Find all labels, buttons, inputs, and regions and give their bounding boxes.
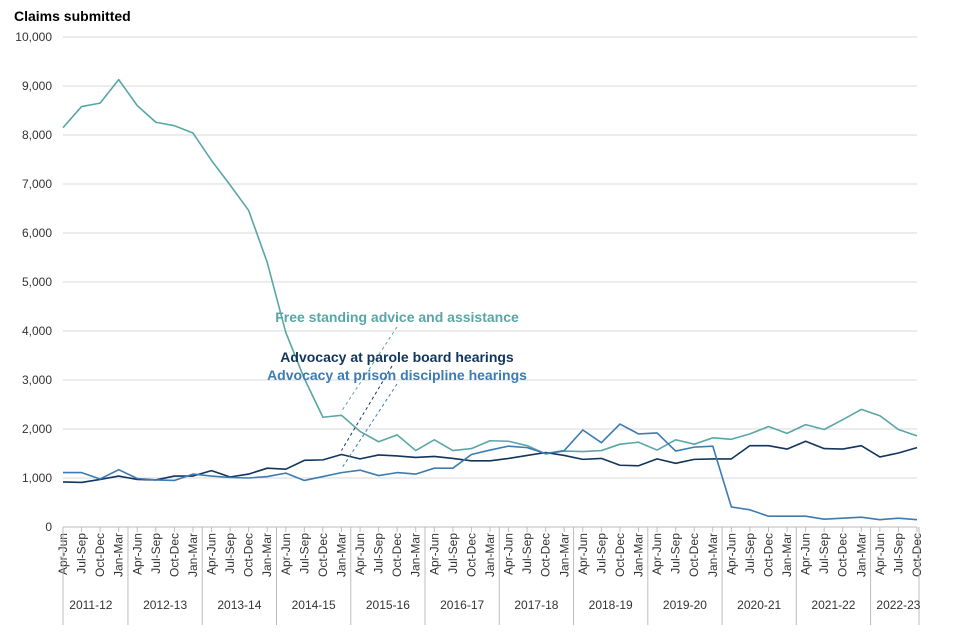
y-tick-label: 6,000 [22, 226, 52, 240]
y-tick-label: 7,000 [22, 177, 52, 191]
y-tick-label: 5,000 [22, 275, 52, 289]
x-tick-label: Jan-Mar [483, 533, 497, 577]
series-line-3 [63, 423, 918, 521]
x-tick-label: Jul-Sep [149, 533, 163, 574]
x-tick-label: Oct-Dec [316, 533, 330, 577]
x-tick-label: Jul-Sep [75, 533, 89, 574]
financial-year-label: 2013-14 [217, 598, 261, 612]
x-tick-label: Apr-Jun [205, 533, 219, 575]
x-tick-label: Jul-Sep [743, 533, 757, 574]
x-tick-label: Apr-Jun [353, 533, 367, 575]
label-leader-lines [341, 326, 398, 469]
x-tick-label: Oct-Dec [613, 533, 627, 577]
series-line-2 [62, 440, 918, 484]
financial-year-label: 2014-15 [292, 598, 336, 612]
x-tick-label: Oct-Dec [93, 533, 107, 577]
x-tick-label: Oct-Dec [687, 533, 701, 577]
series-label-prison-discipline: Advocacy at prison discipline hearings [267, 367, 527, 383]
x-tick-label: Jan-Mar [854, 533, 868, 577]
x-tick-label: Jan-Mar [186, 533, 200, 577]
x-tick-label: Apr-Jun [427, 533, 441, 575]
x-tick-label: Jan-Mar [632, 533, 646, 577]
x-tick-label: Apr-Jun [799, 533, 813, 575]
financial-year-label: 2020-21 [737, 598, 781, 612]
x-tick-label: Apr-Jun [724, 533, 738, 575]
series-label-parole-board: Advocacy at parole board hearings [280, 349, 514, 365]
y-tick-label: 8,000 [22, 128, 52, 142]
financial-year-label: 2011-12 [69, 598, 112, 612]
x-tick-label: Oct-Dec [242, 533, 256, 577]
x-tick-label: Jul-Sep [297, 533, 311, 574]
financial-year-label: 2015-16 [366, 598, 410, 612]
x-tick-label: Apr-Jun [279, 533, 293, 575]
x-tick-label: Apr-Jun [650, 533, 664, 575]
x-tick-label: Oct-Dec [836, 533, 850, 577]
leader-line-1 [341, 326, 398, 412]
leader-line-3 [341, 383, 398, 469]
x-tick-label: Jan-Mar [260, 533, 274, 577]
x-tick-label: Jul-Sep [817, 533, 831, 574]
x-tick-label: Oct-Dec [464, 533, 478, 577]
x-tick-label: Jan-Mar [780, 533, 794, 577]
financial-year-label: 2018-19 [589, 598, 633, 612]
y-tick-label: 3,000 [22, 373, 52, 387]
series-label-free-standing-advice: Free standing advice and assistance [275, 309, 519, 325]
x-tick-label: Apr-Jun [576, 533, 590, 575]
x-tick-label: Oct-Dec [761, 533, 775, 577]
leader-line-2 [341, 365, 393, 451]
series-line-1 [62, 78, 918, 455]
x-axis: Apr-Jun Jul-Sep Oct-Dec Jan-Mar Apr-Jun Jul-S… [56, 527, 924, 625]
y-tick-label: 1,000 [22, 471, 52, 485]
financial-year-label: 2021-22 [811, 598, 855, 612]
x-tick-label: Apr-Jun [502, 533, 516, 575]
x-tick-label: Jul-Sep [223, 533, 237, 574]
y-axis-label: Claims submitted [14, 8, 131, 24]
financial-year-label: 2019-20 [663, 598, 707, 612]
financial-year-label: 2022-23 [876, 598, 920, 612]
x-tick-label: Jan-Mar [112, 533, 126, 577]
x-tick-label: Jan-Mar [334, 533, 348, 577]
y-tick-label: 10,000 [15, 30, 52, 44]
x-tick-label: Jul-Sep [520, 533, 534, 574]
x-tick-label: Oct-Dec [390, 533, 404, 577]
x-tick-label: Oct-Dec [539, 533, 553, 577]
y-axis-ticks: 0 1,000 2,000 3,000 4,000 5,000 6,000 7,000 8,00… [15, 30, 52, 534]
y-tick-label: 4,000 [22, 324, 52, 338]
financial-year-label: 2016-17 [440, 598, 484, 612]
x-tick-label: Jul-Sep [594, 533, 608, 574]
x-tick-label: Apr-Jun [873, 533, 887, 575]
x-tick-label: Jan-Mar [409, 533, 423, 577]
y-tick-label: 2,000 [22, 422, 52, 436]
financial-year-label: 2012-13 [143, 598, 187, 612]
x-tick-label: Jul-Sep [372, 533, 386, 574]
x-tick-label: Jul-Sep [669, 533, 683, 574]
x-tick-label: Jul-Sep [891, 533, 905, 574]
gridlines [63, 36, 917, 528]
x-tick-label: Jul-Sep [446, 533, 460, 574]
y-tick-label: 0 [45, 520, 52, 534]
x-tick-label: Apr-Jun [130, 533, 144, 575]
y-tick-label: 9,000 [22, 79, 52, 93]
financial-year-label: 2017-18 [514, 598, 558, 612]
series-lines [62, 78, 918, 521]
x-tick-label: Oct-Dec [167, 533, 181, 577]
x-tick-label: Jan-Mar [557, 533, 571, 577]
x-tick-label: Oct-Dec [910, 533, 924, 577]
x-tick-label: Jan-Mar [706, 533, 720, 577]
